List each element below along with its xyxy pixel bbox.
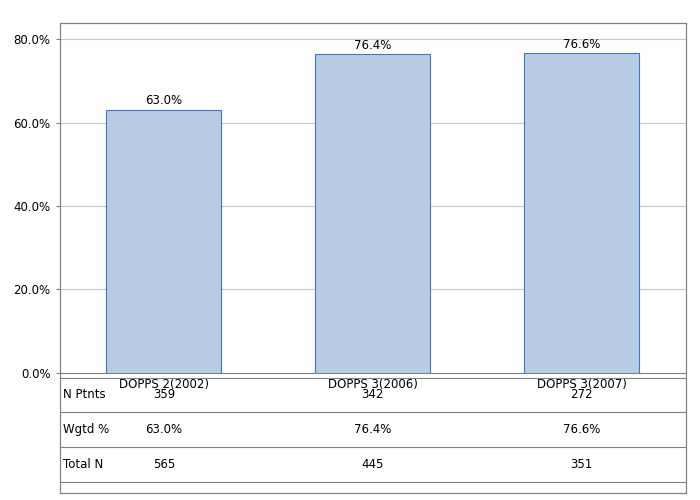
Text: Total N: Total N xyxy=(63,458,104,471)
Text: 445: 445 xyxy=(362,458,384,471)
Text: 272: 272 xyxy=(570,388,593,402)
Text: 76.6%: 76.6% xyxy=(563,38,601,51)
Text: 63.0%: 63.0% xyxy=(146,94,183,108)
Text: Wgtd %: Wgtd % xyxy=(63,424,109,436)
Text: 76.4%: 76.4% xyxy=(354,424,391,436)
Text: 342: 342 xyxy=(362,388,384,402)
Bar xyxy=(315,54,430,372)
Text: N Ptnts: N Ptnts xyxy=(63,388,106,402)
Text: 359: 359 xyxy=(153,388,175,402)
Text: 351: 351 xyxy=(570,458,593,471)
Text: 565: 565 xyxy=(153,458,175,471)
Bar xyxy=(524,54,639,372)
Text: 63.0%: 63.0% xyxy=(146,424,183,436)
Text: 76.6%: 76.6% xyxy=(563,424,601,436)
Bar xyxy=(106,110,221,372)
Text: 76.4%: 76.4% xyxy=(354,38,391,52)
